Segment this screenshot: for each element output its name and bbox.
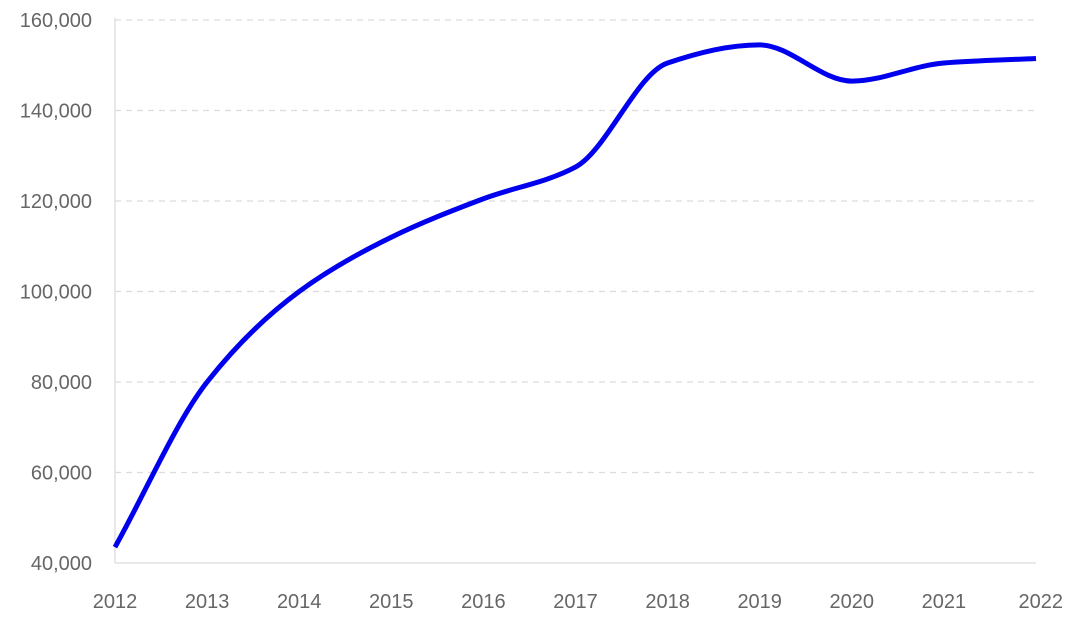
x-tick-label: 2018 — [645, 591, 690, 613]
x-tick-label: 2019 — [737, 591, 782, 613]
y-tick-labels: 40,000 60,000 80,000 100,000 120,000 140,000 1… — [20, 10, 92, 575]
x-tick-label: 2022 — [1019, 591, 1064, 613]
series-group — [112, 42, 1037, 549]
x-tick-label: 2014 — [277, 591, 322, 613]
x-tick-label: 2021 — [922, 591, 967, 613]
x-tick-label: 2017 — [553, 591, 598, 613]
x-tick-label: 2013 — [185, 591, 230, 613]
x-tick-labels: 2012 2013 2014 2015 2016 2017 2018 2019 2020 2021… — [93, 591, 1063, 613]
x-tick-label: 2016 — [461, 591, 506, 613]
axes — [114, 18, 1036, 564]
x-tick-label: 2020 — [830, 591, 875, 613]
y-tick-label: 80,000 — [31, 372, 92, 394]
gridlines — [115, 19, 1036, 474]
y-tick-label: 160,000 — [20, 10, 92, 32]
y-tick-label: 40,000 — [31, 553, 92, 575]
x-tick-label: 2012 — [93, 591, 138, 613]
y-tick-label: 120,000 — [20, 191, 92, 213]
y-tick-label: 100,000 — [20, 282, 92, 304]
y-tick-label: 60,000 — [31, 463, 92, 485]
x-tick-label: 2015 — [369, 591, 414, 613]
series-line — [112, 42, 1037, 549]
y-tick-label: 140,000 — [20, 101, 92, 123]
